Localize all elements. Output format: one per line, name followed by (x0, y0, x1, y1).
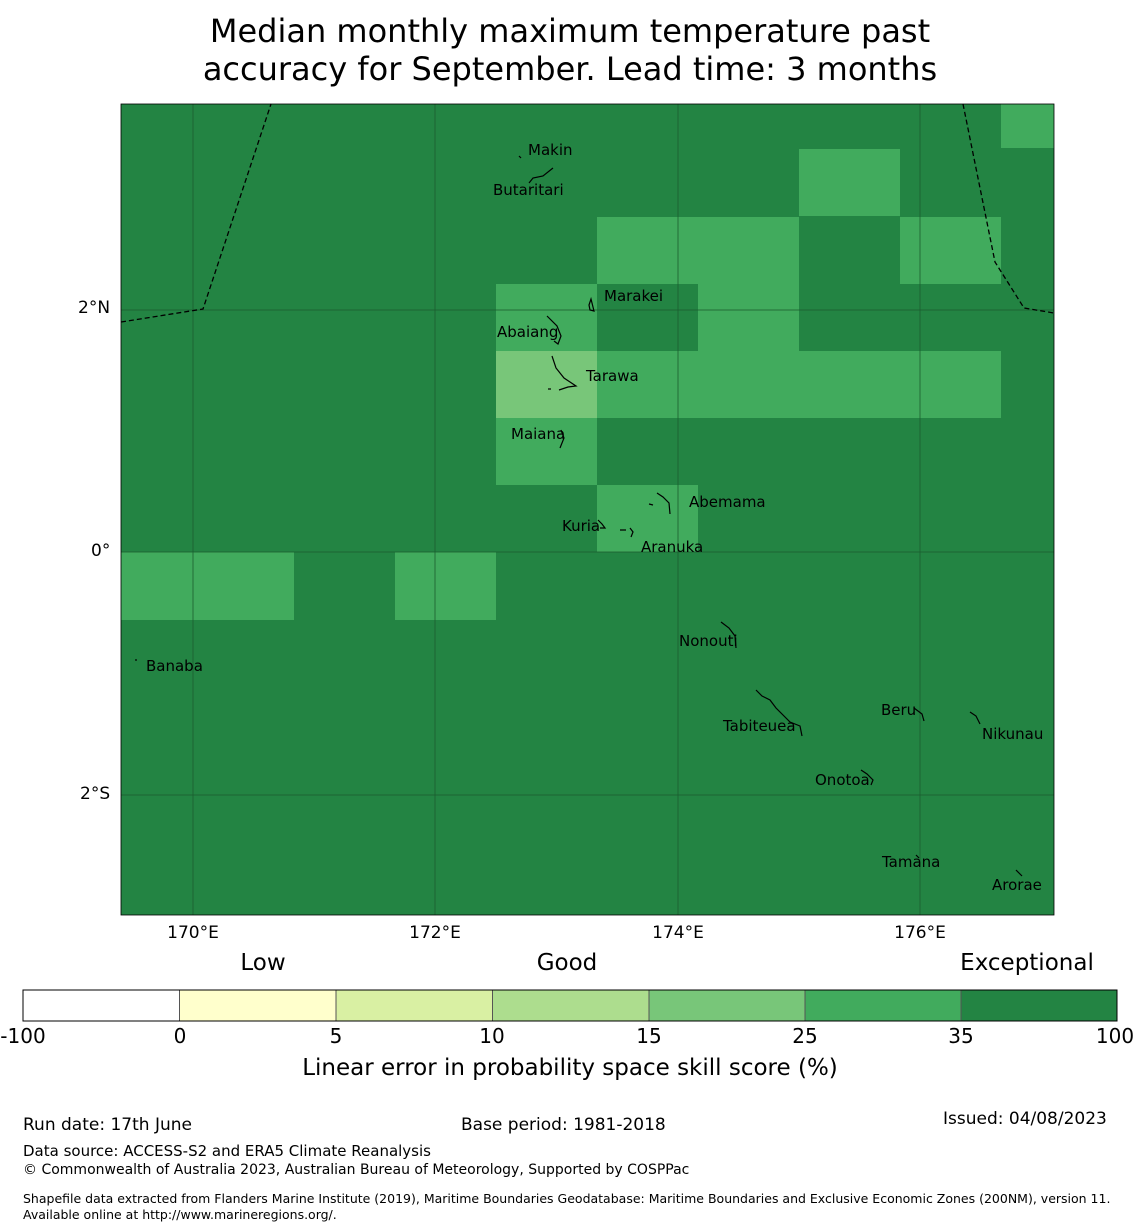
place-label-arorae: Arorae (992, 876, 1042, 894)
lon-label-174e: 174°E (652, 923, 704, 943)
data-source: Data source: ACCESS-S2 and ERA5 Climate … (23, 1142, 431, 1160)
place-label-tabiteuea: Tabiteuea (723, 717, 796, 735)
skill-cell (395, 552, 496, 620)
colorbar-segment (961, 990, 1117, 1021)
colorbar-dividers (179, 990, 962, 1021)
place-label-onotoa: Onotoa (815, 771, 870, 789)
colorbar-segment (179, 990, 336, 1021)
place-label-maiana: Maiana (511, 425, 566, 443)
skill-cell (597, 351, 1001, 418)
colorbar-tick: 100 (1095, 1024, 1135, 1048)
base-period: Base period: 1981-2018 (461, 1115, 666, 1135)
skill-cell (799, 149, 900, 216)
colorbar-segment (805, 990, 961, 1021)
skill-cell (496, 284, 597, 351)
colorbar-frame (22, 989, 1118, 1022)
colorbar-tick: 15 (636, 1024, 662, 1048)
place-label-aranuka: Aranuka (641, 538, 704, 556)
colorbar-tick: 10 (479, 1024, 505, 1048)
colorbar-heading-low: Low (240, 950, 286, 976)
colorbar-segment (23, 990, 180, 1021)
colorbar-tick: 5 (329, 1024, 343, 1048)
colorbar-segment (649, 990, 805, 1021)
place-label-tarawa: Tarawa (586, 367, 639, 385)
colorbar-tick: 25 (792, 1024, 818, 1048)
island-outlines (135, 155, 1023, 877)
issued-date: Issued: 04/08/2023 (943, 1109, 1107, 1129)
colorbar-tick: 35 (948, 1024, 974, 1048)
skill-cell (496, 418, 597, 485)
place-label-kuria: Kuria (562, 517, 601, 535)
map-frame (120, 103, 1055, 916)
skill-cell (900, 217, 1001, 284)
place-label-nonouti: Nonouti (679, 632, 738, 650)
skill-cell (597, 485, 698, 552)
lat-label-0: 0° (91, 541, 111, 561)
shapefile-credit: Shapefile data extracted from Flanders M… (23, 1191, 1111, 1222)
skill-cell (1001, 104, 1054, 148)
lat-label-2s: 2°S (80, 784, 111, 804)
copyright: © Commonwealth of Australia 2023, Austra… (23, 1162, 690, 1178)
colorbar-tick: -100 (0, 1024, 46, 1048)
skill-cell (597, 217, 799, 284)
place-label-abemama: Abemama (689, 493, 766, 511)
colorbar-segment (336, 990, 493, 1021)
colorbar (22, 989, 1118, 1022)
place-label-makin: Makin (528, 141, 573, 159)
lat-label-2n: 2°N (78, 298, 111, 318)
map-background (121, 104, 1054, 915)
colorbar-heading-good: Good (536, 950, 598, 976)
colorbar-segment (492, 990, 649, 1021)
colorbar-tick: 0 (173, 1024, 187, 1048)
colorbar-title: Linear error in probability space skill … (302, 1055, 838, 1081)
place-label-tamana: Tamana (882, 853, 941, 871)
place-label-butaritari: Butaritari (493, 181, 564, 199)
map-title-line-2: accuracy for September. Lead time: 3 mon… (202, 50, 938, 88)
skill-cells (121, 104, 1054, 620)
place-label-abaiang: Abaiang (497, 323, 559, 341)
skill-cell (496, 351, 597, 418)
place-label-nikunau: Nikunau (982, 725, 1044, 743)
place-label-banaba: Banaba (146, 657, 203, 675)
map-title-line-1: Median monthly maximum temperature past (209, 12, 931, 50)
skill-cell (698, 284, 799, 351)
skill-map (120, 103, 1055, 916)
eez-boundary (120, 103, 1055, 323)
place-label-beru: Beru (881, 701, 917, 719)
colorbar-heading-exceptional: Exceptional (960, 950, 1094, 976)
place-label-marakei: Marakei (604, 287, 664, 305)
skill-cell (121, 552, 294, 620)
lon-label-176e: 176°E (894, 923, 946, 943)
lon-label-172e: 172°E (409, 923, 461, 943)
run-date: Run date: 17th June (23, 1115, 192, 1135)
lon-label-170e: 170°E (167, 923, 219, 943)
graticule (121, 104, 1054, 915)
